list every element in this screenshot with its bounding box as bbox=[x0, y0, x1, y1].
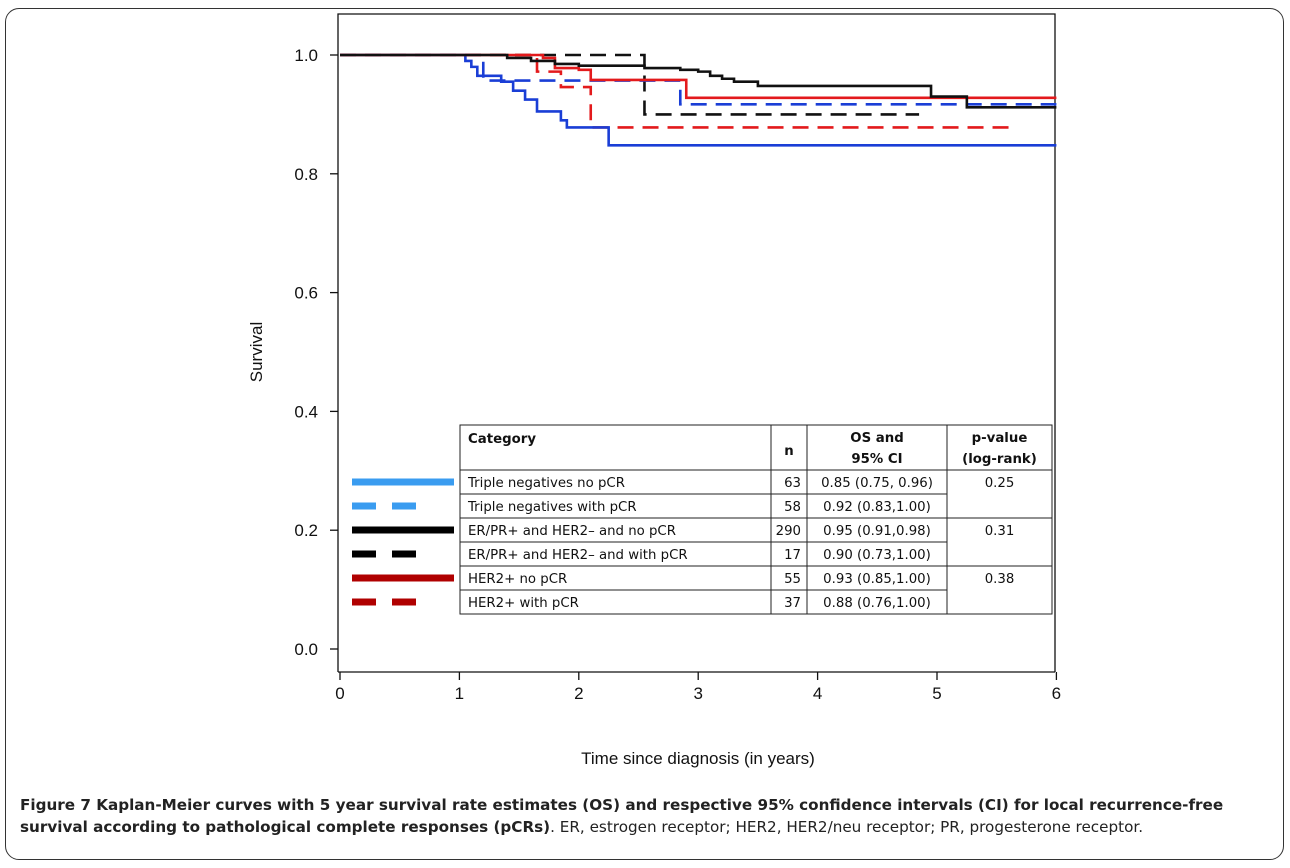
row-n: 58 bbox=[784, 500, 801, 515]
row-os: 0.92 (0.83,1.00) bbox=[823, 500, 931, 515]
row-n: 290 bbox=[776, 524, 801, 539]
x-axis-label: Time since diagnosis (in years) bbox=[581, 749, 815, 768]
x-tick-label: 3 bbox=[693, 684, 702, 703]
row-os: 0.95 (0.91,0.98) bbox=[823, 524, 931, 539]
x-tick-label: 4 bbox=[813, 684, 822, 703]
row-category: Triple negatives no pCR bbox=[467, 476, 625, 491]
row-n: 55 bbox=[784, 572, 801, 587]
row-pvalue: 0.31 bbox=[985, 524, 1015, 539]
survival-curve bbox=[340, 53, 1057, 147]
row-category: Triple negatives with pCR bbox=[467, 500, 637, 515]
survival-curve bbox=[340, 53, 1009, 129]
row-n: 37 bbox=[784, 596, 801, 611]
survival-curves bbox=[340, 53, 1057, 147]
caption-rest: . ER, estrogen receptor; HER2, HER2/neu … bbox=[550, 818, 1144, 836]
row-category: ER/PR+ and HER2– and no pCR bbox=[468, 524, 676, 539]
row-os: 0.85 (0.75, 0.96) bbox=[821, 476, 933, 491]
y-tick-label: 0.6 bbox=[294, 284, 318, 303]
header-n: n bbox=[784, 444, 793, 459]
row-n: 63 bbox=[784, 476, 801, 491]
chart-axes: 0.0 0.2 0.4 0.6 0.8 1.0 0 1 2 3 4 5 6 bbox=[294, 13, 1061, 703]
x-tick-label: 2 bbox=[574, 684, 583, 703]
header-pvalue: p-value bbox=[972, 431, 1028, 446]
header-category: Category bbox=[468, 432, 536, 447]
figure-caption: Figure 7 Kaplan-Meier curves with 5 year… bbox=[20, 794, 1272, 838]
survival-curve bbox=[340, 53, 1057, 100]
row-pvalue: 0.25 bbox=[985, 476, 1015, 491]
header-os: OS and bbox=[850, 431, 903, 446]
plot-border bbox=[337, 13, 1056, 672]
row-n: 17 bbox=[784, 548, 801, 563]
header-os-ci: 95% CI bbox=[851, 452, 902, 467]
survival-curve bbox=[340, 53, 1057, 106]
row-category: HER2+ with pCR bbox=[468, 596, 579, 611]
y-tick-label: 0.0 bbox=[294, 640, 318, 659]
y-tick-label: 1.0 bbox=[294, 46, 318, 65]
legend-table: Category n OS and 95% CI p-value (log-rank) Tr… bbox=[352, 424, 1053, 615]
caption-bold: Figure 7 Kaplan-Meier curves with 5 year… bbox=[20, 796, 1224, 836]
y-tick-label: 0.4 bbox=[294, 402, 318, 421]
y-tick-label: 0.8 bbox=[294, 165, 318, 184]
x-tick-label: 1 bbox=[455, 684, 464, 703]
y-axis-label: Survival bbox=[247, 322, 266, 382]
row-pvalue: 0.38 bbox=[985, 572, 1015, 587]
x-tick-label: 6 bbox=[1052, 684, 1061, 703]
survival-curve bbox=[340, 53, 1057, 109]
header-logrank: (log-rank) bbox=[962, 452, 1037, 467]
x-tick-label: 0 bbox=[335, 684, 344, 703]
row-category: ER/PR+ and HER2– and with pCR bbox=[468, 548, 688, 563]
row-os: 0.90 (0.73,1.00) bbox=[823, 548, 931, 563]
row-os: 0.93 (0.85,1.00) bbox=[823, 572, 931, 587]
row-category: HER2+ no pCR bbox=[468, 572, 567, 587]
table-box bbox=[459, 424, 1053, 615]
x-tick-label: 5 bbox=[932, 684, 941, 703]
row-os: 0.88 (0.76,1.00) bbox=[823, 596, 931, 611]
y-tick-label: 0.2 bbox=[294, 521, 318, 540]
